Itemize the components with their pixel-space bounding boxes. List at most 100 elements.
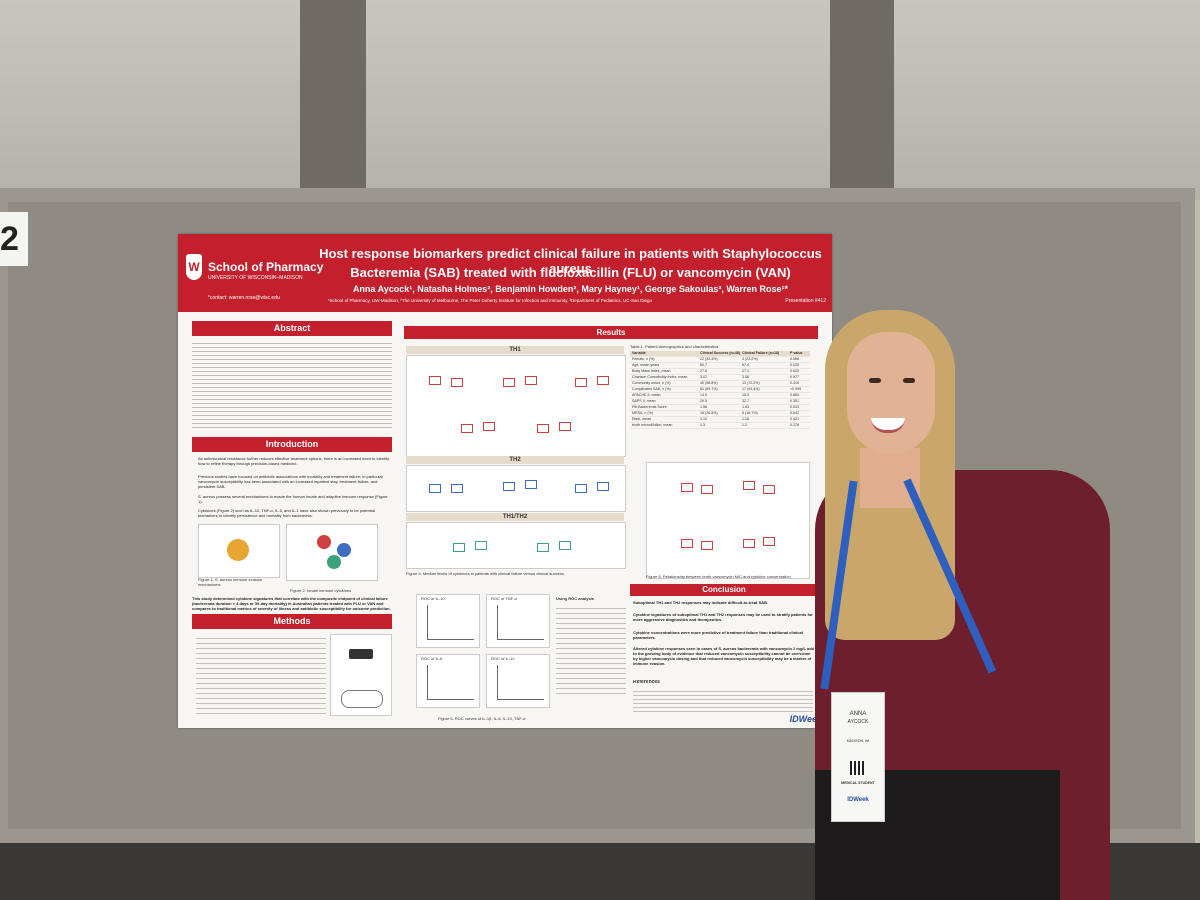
table-row: Age, mean years 60.7 67.4 0.025 [630,363,810,369]
uw-crest-logo: W [186,254,202,280]
badge-role: MEDICAL STUDENT [841,781,875,785]
wall-pillar-left [300,0,366,200]
badge-surname: AYCOCK [847,719,869,725]
th1-th2-label: TH1/TH2 [406,513,624,521]
boxplot [453,543,465,552]
figure2-caption: Figure 2. Innate immune cytokines [290,588,352,593]
conclusion-bullet-1: Suboptimal TH1 and TH2 responses may ind… [633,600,769,605]
intro-bullet-1: As antimicrobial resistance further redu… [198,456,390,466]
boxplot [763,537,775,546]
intro-bullet-3: S. aureus possess several mechanisms to … [198,494,388,504]
introduction-header: Introduction [192,437,392,452]
university-name: UNIVERSITY OF WISCONSIN–MADISON [208,275,303,281]
table-row: MRSA, n (%) 18 (26.5%) 5 (16.7%) 0.542 [630,411,810,417]
methods-figure-platform [330,634,392,716]
presenter-smile [871,418,905,433]
boxplot [537,424,549,433]
figure1-caption: Figure 1. S. aureus immune evasion mecha… [198,577,263,587]
conclusion-bullet-3: Cytokine concentrations were more predic… [633,630,803,640]
th1-th2-boxplots [406,522,626,569]
boxplot [451,484,463,493]
contact-email: *contact: warren.rose@wisc.edu [208,295,280,301]
table-row: Etest, mean 1.10 1.18 0.421 [630,417,810,423]
abstract-text [192,340,392,430]
boxplot [503,378,515,387]
badge-qr-code [850,761,864,775]
references-label: References [633,680,660,685]
poster-authors: Anna Aycock¹, Natasha Holmes², Benjamin … [352,284,789,294]
poster-title-line2: Bacteremia (SAB) treated with flucloxaci… [350,265,791,280]
intro-bullet-2: Previous studies have focused on antibio… [198,474,383,489]
abstract-header: Abstract [192,321,392,336]
table-row: SAPS II, mean 29.5 32.7 0.351 [630,399,810,405]
roc-notes [556,604,626,694]
results-header: Results [404,326,818,339]
boxplot [681,483,693,492]
boxplot [575,378,587,387]
th1-boxplots [406,355,626,457]
poster-title-line1: Host response biomarkers predict clinica… [319,246,822,276]
intro-bullet-4: Cytokines (Figure 2) such as IL-10, TNF-… [198,508,375,518]
roc-curve-2: ROC of TNF-α [486,594,550,648]
presenter-eye-right [903,378,915,383]
boxplot [525,376,537,385]
figure2-cytokines [286,524,378,581]
th2-label: TH2 [406,456,624,464]
boxplot [597,482,609,491]
table1-title: Table 1. Patient demographics and charac… [630,344,719,349]
research-poster: W School of Pharmacy UNIVERSITY OF WISCO… [178,234,832,728]
boxplot [503,482,515,491]
boxplot [525,480,537,489]
table-row: Complicated SAB, n (%) 61 (89.7%) 17 (94.4… [630,387,810,393]
th2-boxplots [406,465,626,512]
boxplot [701,541,713,550]
table-row: APACHE II, mean 14.9 15.5 0.860 [630,393,810,399]
table1: Variable Clinical Success (n=48) Clinica… [630,351,810,431]
poster-affiliations: ¹School of Pharmacy, UW-Madison, ²The Un… [328,298,653,303]
figure1-immune-evasion [198,524,280,578]
roc-curve-1: ROC of IL-10 [416,594,480,648]
table-row: Body Mass Index, mean 27.8 27.1 0.625 [630,369,810,375]
name-badge: ANNA AYCOCK MADISON, WI MEDICAL STUDENT … [831,692,885,822]
table-row: Pitt Bacteremia Score 1.56 1.83 0.533 [630,405,810,411]
boxplot [681,539,693,548]
boxplot [559,422,571,431]
boxplot [743,481,755,490]
figure6-caption: Figure 6. ROC curves of IL-1β, IL-6, IL-… [438,716,526,721]
boxplot [461,424,473,433]
conclusion-header: Conclusion [630,584,818,596]
figure4-caption: Figure 4. Median levels of cytokines in … [406,571,565,576]
th1-label: TH1 [406,346,624,354]
idweek-logo: IDWeek [789,714,822,724]
badge-name: ANNA [849,711,867,717]
boxplot [575,484,587,493]
boxplot [701,485,713,494]
presenter: ANNA AYCOCK MADISON, WI MEDICAL STUDENT … [815,300,1115,900]
roc-notes-title: Using ROC analysis [556,596,595,601]
boxplot [429,484,441,493]
boxplot [537,543,549,552]
boxplot [743,539,755,548]
badge-location: MADISON, WI [846,739,870,743]
wall-pillar-right [830,0,894,200]
presenter-face [847,332,935,454]
table-header-row: Variable Clinical Success (n=48) Clinica… [630,351,810,357]
boxplot [597,376,609,385]
back-wall [0,0,1200,200]
presentation-number: Presentation #412 [785,298,826,304]
methods-header: Methods [192,614,392,629]
figure5-mic-cytokine [646,462,810,579]
conclusion-bullet-2: Cytokine signatures of suboptimal TH1 an… [633,612,813,622]
school-name: School of Pharmacy [208,260,324,274]
boxplot [451,378,463,387]
references-text [633,688,813,712]
roc-curve-4: ROC of IL-10 [486,654,550,708]
boxplot [429,376,441,385]
boxplot [559,541,571,550]
conclusion-bullet-4: Altered cytokine responses seen in cases… [633,646,815,666]
boxplot [763,485,775,494]
table-row: broth microdilution, mean 1.3 1.2 0.378 [630,423,810,429]
methods-text [196,634,326,714]
figure5-caption: Figure 5. Relationship between broth van… [646,574,791,579]
presenter-eye-left [869,378,881,383]
